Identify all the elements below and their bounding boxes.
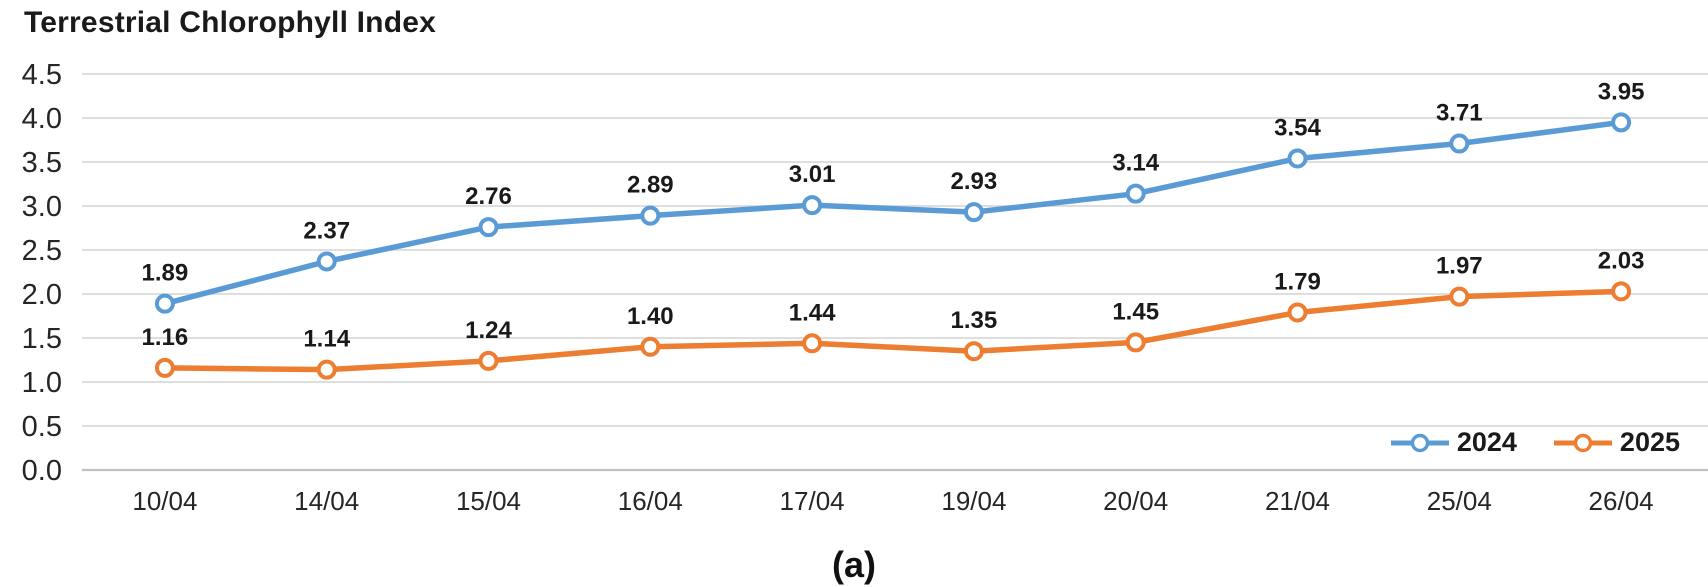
data-label-2025: 1.44 [789, 299, 836, 326]
marker-2024 [802, 195, 823, 216]
data-label-2025: 1.35 [951, 307, 998, 334]
data-label-2024: 1.89 [142, 260, 189, 287]
y-tick-label: 0.0 [22, 455, 62, 487]
marker-2024 [478, 217, 499, 238]
marker-2025 [1287, 302, 1308, 323]
marker-2024 [154, 293, 175, 314]
marker-2024 [316, 251, 337, 272]
data-label-2024: 3.14 [1112, 150, 1159, 177]
y-tick-label: 4.0 [22, 103, 62, 135]
x-tick-label: 25/04 [1427, 486, 1492, 516]
y-tick-label: 3.5 [22, 147, 62, 179]
marker-2024 [1611, 112, 1632, 133]
data-label-2024: 2.76 [465, 183, 512, 210]
marker-2024 [963, 202, 984, 223]
x-tick-label: 20/04 [1103, 486, 1168, 516]
data-label-2024: 2.37 [303, 217, 350, 244]
data-label-2025: 1.16 [142, 324, 189, 351]
legend-line-marker-icon [1553, 433, 1612, 452]
x-tick-label: 26/04 [1589, 486, 1654, 516]
data-label-2025: 1.45 [1112, 298, 1159, 325]
marker-2025 [316, 359, 337, 380]
data-label-2025: 2.03 [1598, 247, 1645, 274]
x-tick-label: 17/04 [780, 486, 845, 516]
data-label-2025: 1.97 [1436, 253, 1483, 280]
y-tick-label: 1.0 [22, 367, 62, 399]
data-label-2024: 3.95 [1598, 78, 1645, 105]
legend-item-2025: 2025 [1553, 427, 1680, 458]
series-line-2024 [162, 119, 1624, 307]
legend: 2024 2025 [1390, 427, 1680, 458]
data-label-2025: 1.40 [627, 303, 674, 330]
marker-2025 [640, 336, 661, 357]
data-label-2024: 3.71 [1436, 100, 1483, 127]
y-tick-label: 3.0 [22, 191, 62, 223]
y-tick-label: 2.5 [22, 235, 62, 267]
y-tick-label: 2.0 [22, 279, 62, 311]
data-label-2024: 3.54 [1274, 114, 1321, 141]
marker-2025 [154, 357, 175, 378]
data-label-2025: 1.24 [465, 317, 512, 344]
figure-caption: (a) [832, 544, 876, 585]
marker-2025 [802, 333, 823, 354]
data-label-2025: 1.79 [1274, 268, 1321, 295]
data-label-2025: 1.14 [303, 326, 350, 353]
x-tick-label: 21/04 [1265, 486, 1330, 516]
legend-label-2024: 2024 [1456, 427, 1517, 457]
data-label-2024: 2.93 [951, 168, 998, 195]
marker-2024 [1287, 148, 1308, 169]
marker-2025 [1449, 286, 1470, 307]
x-tick-label: 10/04 [132, 486, 197, 516]
chart-title: Terrestrial Chlorophyll Index [24, 6, 437, 39]
x-tick-label: 16/04 [618, 486, 683, 516]
marker-2025 [1611, 281, 1632, 302]
marker-2024 [640, 205, 661, 226]
y-tick-label: 4.5 [22, 59, 62, 91]
marker-2025 [963, 341, 984, 362]
y-tick-label: 1.5 [22, 323, 62, 355]
marker-2024 [1449, 133, 1470, 154]
data-label-2024: 2.89 [627, 172, 674, 199]
x-tick-label: 14/04 [294, 486, 359, 516]
data-label-2024: 3.01 [789, 161, 836, 188]
marker-2025 [1125, 332, 1146, 353]
y-tick-label: 0.5 [22, 411, 62, 443]
marker-2024 [1125, 183, 1146, 204]
series-line-2025 [162, 288, 1624, 373]
x-tick-label: 15/04 [456, 486, 521, 516]
legend-line-marker-icon [1390, 433, 1449, 452]
legend-label-2025: 2025 [1619, 427, 1680, 457]
legend-item-2024: 2024 [1390, 427, 1517, 458]
marker-2025 [478, 350, 499, 371]
x-tick-label: 19/04 [941, 486, 1006, 516]
